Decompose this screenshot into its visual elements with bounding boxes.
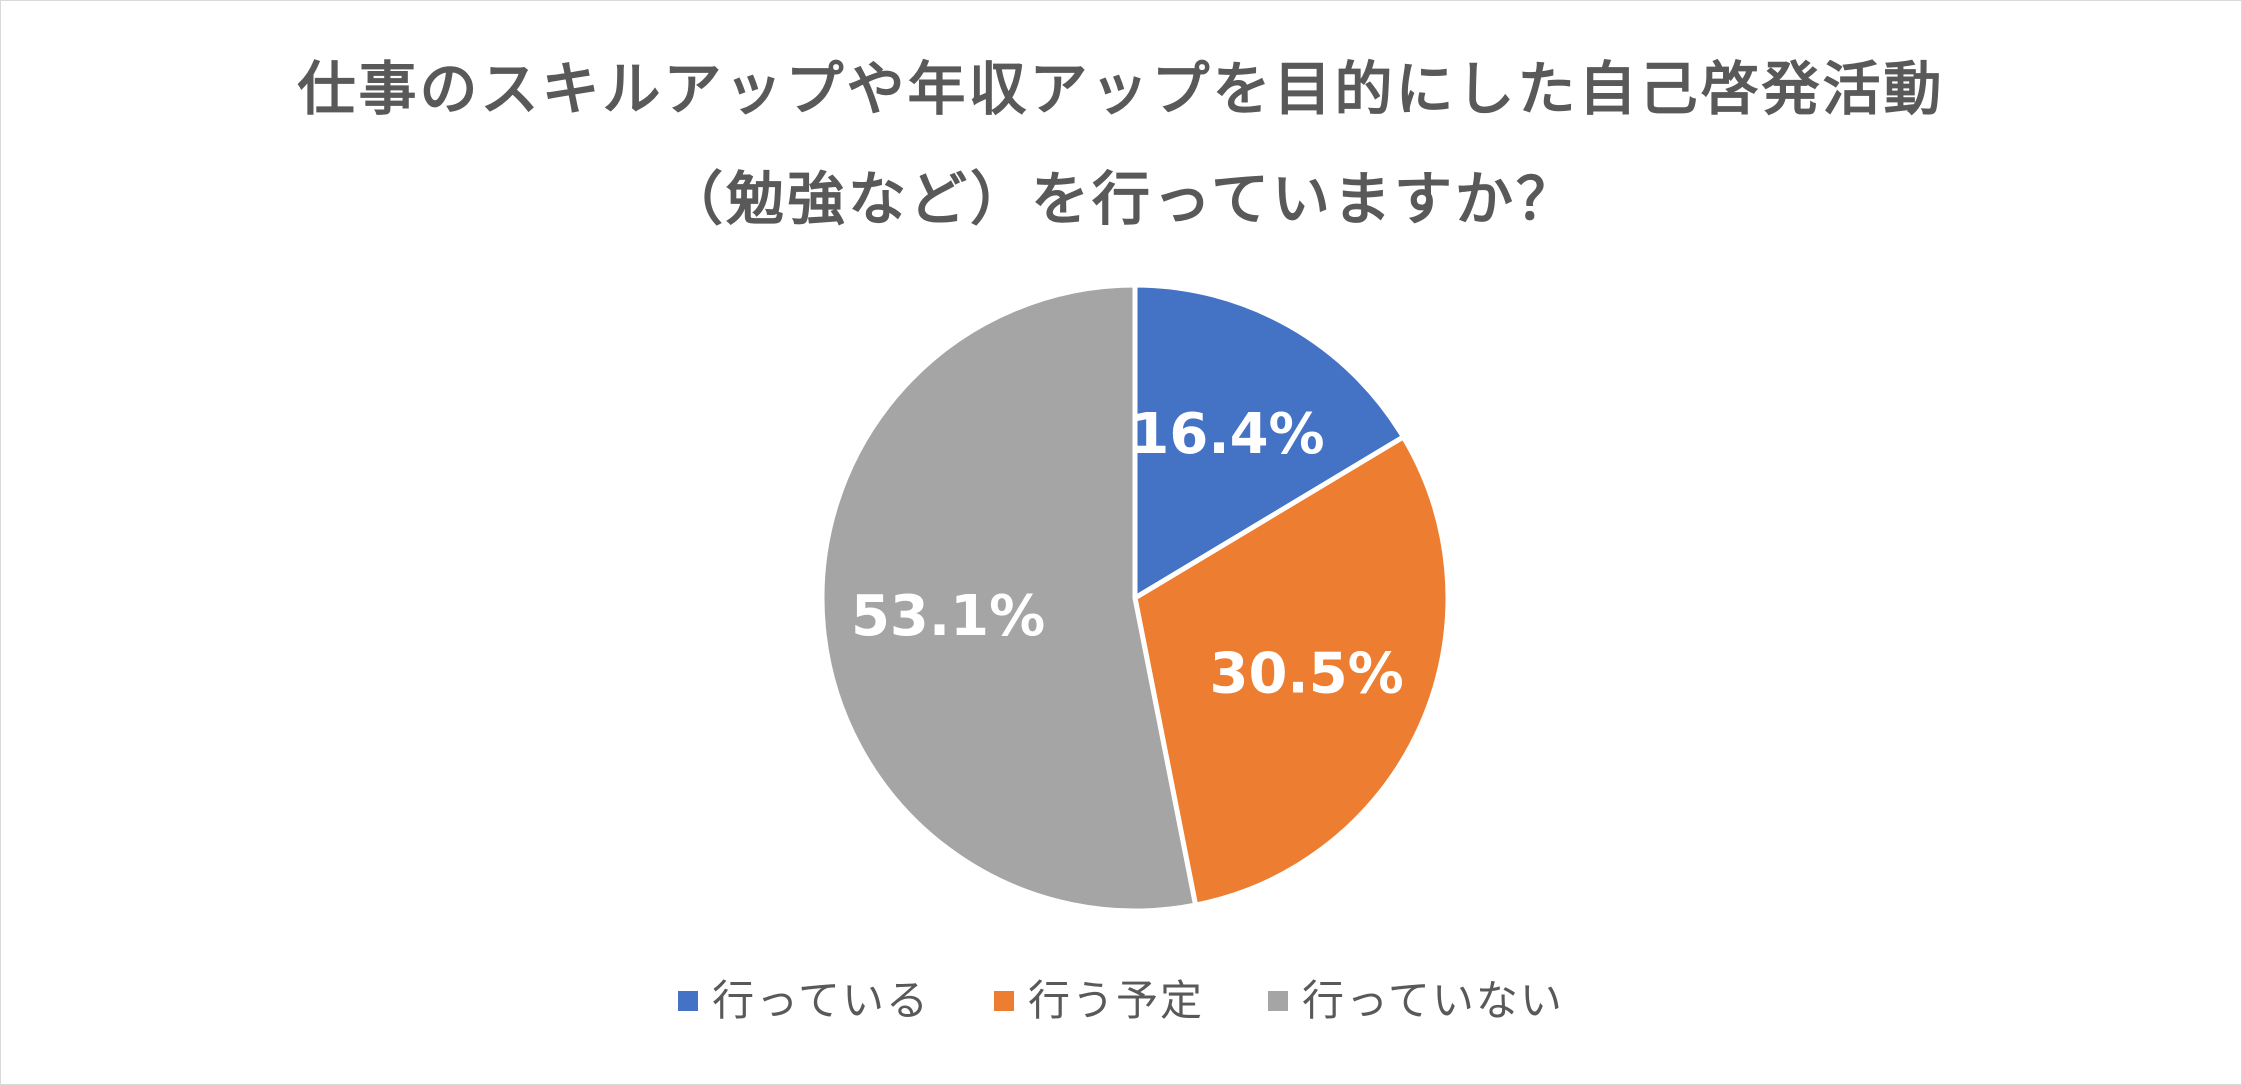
legend-label-doing: 行っている [712, 976, 930, 1025]
pie-slice-doing [1132, 282, 1406, 601]
legend: 行っている 行う予定 行っていない [0, 980, 2242, 1022]
legend-swatch-doing [678, 991, 699, 1011]
legend-item-planning: 行う予定 [993, 976, 1204, 1025]
chart-title-line-2: （勉強など）を行っていますか？ [664, 165, 1578, 233]
data-label-planning: 30.5% [1210, 642, 1404, 707]
pie-slice-not-doing [819, 282, 1199, 914]
legend-item-not-doing: 行っていない [1268, 980, 1564, 1022]
legend-swatch-not-doing [1268, 991, 1288, 1011]
data-label-doing: 16.4% [1130, 402, 1324, 467]
chart-title-line-1: 仕事のスキルアップや年収アップを目的にした自己啓発活動 [297, 55, 1945, 123]
legend-label-planning: 行う予定 [1027, 976, 1204, 1025]
legend-swatch-planning [993, 991, 1014, 1011]
legend-label-not-doing: 行っていない [1302, 976, 1564, 1025]
pie-slice-planning [1132, 434, 1451, 908]
data-label-not-doing: 53.1% [851, 584, 1045, 649]
legend-item-doing: 行っている [678, 980, 930, 1022]
